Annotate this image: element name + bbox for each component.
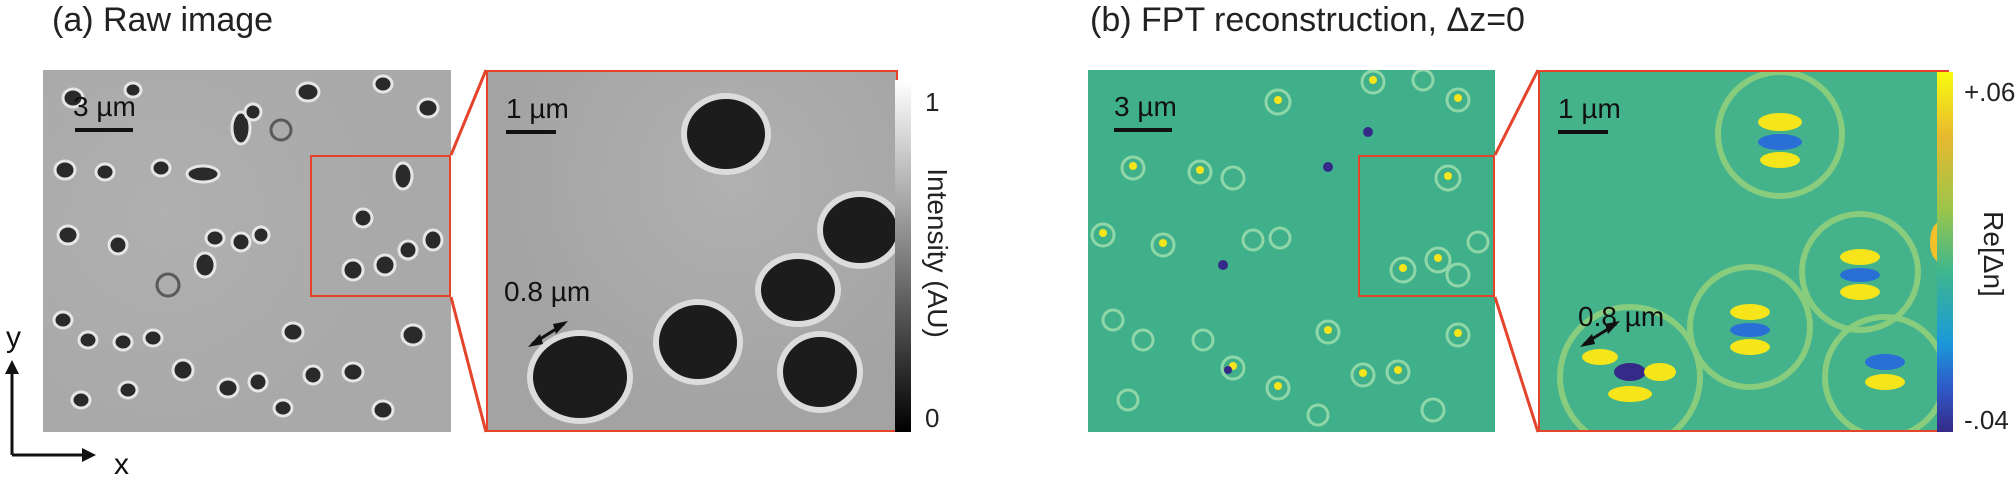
intensity-max-label: 1 (925, 87, 940, 117)
panel-a-title: (a) Raw image (52, 1, 274, 39)
raw-main-scale-label: 3 µm (73, 91, 136, 122)
intensity-min-label: 0 (925, 403, 940, 433)
refractive-index-colorbar (1937, 72, 1953, 432)
fpt-image-zoom: 1 µm 0.8 µm (1538, 70, 1949, 432)
y-axis-label: y (6, 321, 21, 354)
x-axis-label: x (114, 448, 129, 481)
fpt-main-scale-label: 3 µm (1114, 91, 1177, 122)
fpt-cells-layer (1090, 70, 1490, 427)
intensity-colorbar (895, 80, 911, 432)
fpt-zoom-scale-label: 1 µm (1558, 93, 1621, 124)
fpt-image-main: 3 µm (1088, 70, 1495, 432)
raw-zoom-scale-bar (506, 130, 556, 134)
panel-b-title: (b) FPT reconstruction, Δz=0 (1090, 1, 1525, 39)
fpt-main-scale-bar (1114, 128, 1172, 132)
raw-image-zoom: 1 µm 0.8 µm (486, 70, 898, 432)
raw-zoom-cells-layer (527, 93, 896, 424)
raw-highlight-box (310, 155, 451, 297)
raw-size-arrow (528, 321, 568, 347)
raw-image-main: 3 µm (43, 70, 451, 432)
raw-size-annotation: 0.8 µm (504, 276, 591, 307)
raw-main-scale-bar (75, 128, 133, 132)
raw-zoom-scale-label: 1 µm (506, 93, 569, 124)
fpt-highlight-box (1358, 155, 1495, 297)
fpt-zoom-scale-bar (1558, 130, 1608, 134)
raw-cells-layer (52, 74, 444, 421)
refractive-index-max-label: +.06 (1964, 77, 2016, 107)
refractive-index-min-label: -.04 (1964, 405, 2009, 435)
fpt-size-arrow (1580, 321, 1620, 347)
fpt-size-annotation: 0.8 µm (1578, 301, 1665, 332)
